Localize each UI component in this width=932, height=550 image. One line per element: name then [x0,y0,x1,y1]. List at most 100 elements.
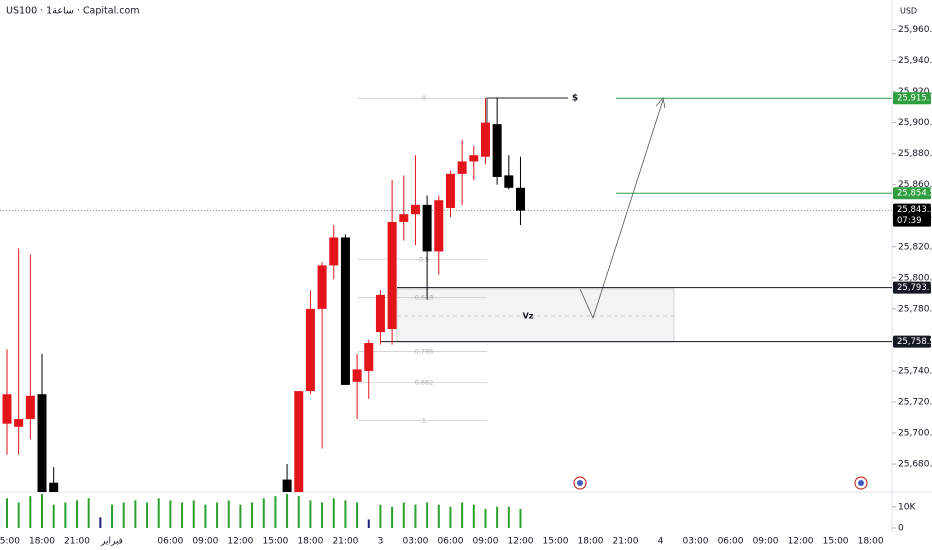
candle-body [14,419,24,427]
volume-tick-label: 0 [898,524,904,534]
y-tick-label: 25,880.0 [898,149,932,159]
candle-body [504,175,514,188]
volume-bar [472,504,475,528]
candle-body [340,237,350,385]
y-tick-label: 25,940.0 [898,56,932,66]
candle-body [25,395,35,420]
volume-bar [41,494,44,528]
candle-body [445,173,455,208]
x-tick-label: 21:00 [332,537,358,547]
x-tick-label: 09:00 [753,537,779,547]
volume-bar [519,508,522,528]
last-price-tag [893,203,931,227]
volume-bar [297,496,300,528]
fib-label: 0.882 [415,379,434,387]
candle-body [399,214,409,222]
volume-bar [6,498,8,528]
volume-bar [64,502,67,528]
fib-label: 0 [422,94,426,102]
x-tick-label: 4 [658,537,664,547]
volume-bar [204,504,207,528]
price-tag [893,187,931,200]
x-tick-label: 21:00 [64,537,90,547]
volume-bar [262,498,265,528]
y-tick-label: 25,920.0 [898,87,932,97]
fib-label: 0.618 [415,293,434,301]
fib-label: 1 [422,417,426,425]
candle-body [317,265,327,309]
volume-bar [111,504,114,528]
volume-bar [99,517,102,528]
x-tick-label: 15:00 [543,537,569,547]
volume-bar [437,504,440,528]
volume-bar [216,502,219,528]
volume-bar [76,500,79,528]
volume-bar [251,502,254,528]
x-tick-label: 18:00 [858,537,884,547]
candle-body [492,124,502,177]
x-tick-label: 06:00 [437,537,463,547]
y-tick-label: 25,800.0 [898,273,932,283]
volume-bar [344,500,347,528]
candle-body [2,394,12,424]
x-tick-label: 15:00 [262,537,288,547]
countdown: 07:39 [897,216,922,226]
candle-body [375,294,385,333]
x-tick-label: 09:00 [473,537,499,547]
volume-bar [414,504,417,528]
volume-bar [507,506,510,528]
x-tick-label: 18:00 [29,537,55,547]
x-tick-label: 3 [378,537,384,547]
x-tick-label: 12:00 [788,537,814,547]
price-tag-label: 25,758.9 [897,337,932,347]
volume-bar [192,500,195,528]
projection-arrow [579,99,664,320]
target-label: $ [572,94,578,104]
volume-bar [286,494,289,528]
volume-bar [367,519,370,528]
volume-bar [449,506,452,528]
price-tag [893,335,931,348]
candle-body [434,200,444,252]
volume-bar [391,506,394,528]
x-tick-label: 03:00 [402,537,428,547]
y-tick-label: 25,960.0 [898,25,932,35]
volume-tick-label: 10K [898,502,916,512]
volume-bar [17,502,20,528]
currency: USD [900,7,917,16]
event-icon [854,476,868,490]
candle-body [457,161,467,174]
x-tick-label: 18:00 [297,537,323,547]
y-tick-label: 25,900.0 [898,118,932,128]
price-tag-label: 25,915.7 [897,94,932,104]
volume-bar [496,506,499,528]
y-tick-label: 25,740.0 [898,366,932,376]
candle-body [480,122,490,157]
volume-bar [239,504,242,528]
volume-bar [402,502,405,528]
x-tick-label: 09:00 [192,537,218,547]
x-tick-label: 03:00 [683,537,709,547]
symbol-title: US100 · 1ساعة · Capital.com [6,6,140,17]
y-tick-label: 25,700.0 [898,429,932,439]
zone-label: Vz [523,312,534,321]
price-tag [893,281,931,294]
candle-body [329,237,339,266]
volume-bar [157,498,160,528]
volume-bar [52,504,55,528]
candle-body [422,204,432,252]
price-pane: 0 0.5 0.618 0.786 0.882 1 [0,94,892,492]
candle-body [352,369,362,382]
y-tick-label: 25,820.0 [898,242,932,252]
x-tick-label: 15:00 [0,537,20,547]
volume-bar [227,500,230,528]
candle-body [49,482,59,492]
fib-label: 0.786 [415,348,434,356]
y-tick-label: 25,860.0 [898,180,932,190]
volume-bar [332,498,335,528]
candle-body [305,308,315,392]
price-tag [893,92,931,105]
zone [396,288,675,343]
candle-body [37,394,47,492]
